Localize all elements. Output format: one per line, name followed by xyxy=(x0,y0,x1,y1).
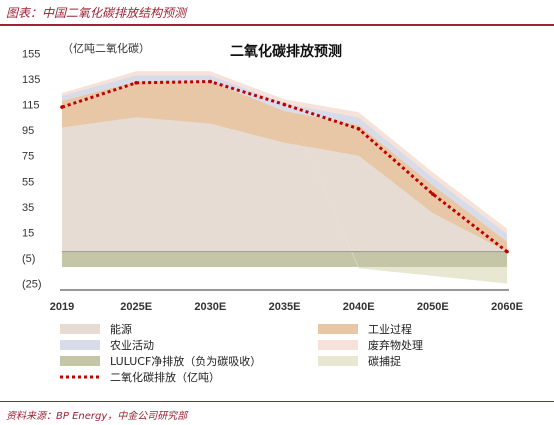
legend-label-co2: 二氧化碳排放（亿吨） xyxy=(110,370,220,384)
legend-swatch-waste xyxy=(318,340,358,350)
co2-point xyxy=(356,127,361,131)
y-tick-label: 75 xyxy=(22,151,34,163)
legend-swatch-lulucf xyxy=(60,356,100,366)
legend-label-agriculture: 农业活动 xyxy=(110,338,154,352)
co2-point xyxy=(282,102,287,107)
area-energy xyxy=(62,117,507,252)
x-tick-labels: 2019 2025E 2030E 2035E 2040E 2050E 2060E xyxy=(50,301,523,313)
x-tick-label: 2025E xyxy=(120,301,152,313)
x-tick-label: 2035E xyxy=(269,301,301,313)
chart-title: 二氧化碳排放预测 xyxy=(230,43,342,60)
y-tick-label: 35 xyxy=(22,202,34,214)
y-tick-label: 55 xyxy=(22,176,34,188)
y-tick-label: (25) xyxy=(22,279,42,291)
legend-label-industry: 工业过程 xyxy=(368,323,412,336)
y-tick-label: (5) xyxy=(22,253,35,265)
co2-line-series xyxy=(60,79,509,254)
co2-point xyxy=(60,105,64,109)
x-tick-label: 2050E xyxy=(417,301,449,313)
y-tick-label: 135 xyxy=(22,74,40,86)
x-tick-label: 2030E xyxy=(194,301,226,313)
area-agriculture xyxy=(62,75,507,242)
legend-swatch-ccs xyxy=(318,356,358,366)
x-tick-label: 2040E xyxy=(343,301,375,313)
legend-label-lulucf: LULUCF净排放（负为碳吸收） xyxy=(110,354,261,368)
figure-footer: 资料来源：BP Energy，中金公司研究部 xyxy=(0,401,554,425)
figure-caption: 图表：中国二氧化碳排放结构预测 xyxy=(6,6,187,20)
legend-swatch-industry xyxy=(318,324,358,334)
co2-point xyxy=(505,249,509,254)
y-tick-labels: 155 135 115 95 75 55 35 15 (5) (25) xyxy=(22,48,42,290)
co2-point xyxy=(134,81,138,85)
area-industry xyxy=(62,81,507,252)
y-tick-label: 15 xyxy=(22,227,34,239)
y-tick-label: 115 xyxy=(22,100,40,112)
figure-header: 图表：中国二氧化碳排放结构预测 xyxy=(0,0,554,26)
co2-point xyxy=(431,192,435,196)
co2-point xyxy=(208,79,213,84)
x-tick-label: 2019 xyxy=(50,301,74,313)
y-tick-label: 95 xyxy=(22,125,34,137)
x-axis xyxy=(60,251,509,291)
legend-swatch-energy xyxy=(60,324,100,334)
legend-label-energy: 能源 xyxy=(110,322,132,336)
area-lulucf xyxy=(62,251,507,267)
x-tick-label: 2060E xyxy=(491,301,523,313)
legend-swatch-agriculture xyxy=(60,340,100,350)
legend-label-ccs: 碳捕捉 xyxy=(368,354,401,368)
y-tick-label: 155 xyxy=(22,48,40,60)
co2-emission-chart: 二氧化碳排放预测 （亿吨二氧化碳） 155 135 115 95 75 55 35 15 (5)… xyxy=(22,41,523,384)
unit-label: （亿吨二氧化碳） xyxy=(62,41,150,55)
source-note: 资料来源：BP Energy，中金公司研究部 xyxy=(6,411,188,422)
legend-label-waste: 废弃物处理 xyxy=(368,338,423,352)
stacked-areas xyxy=(62,71,507,284)
